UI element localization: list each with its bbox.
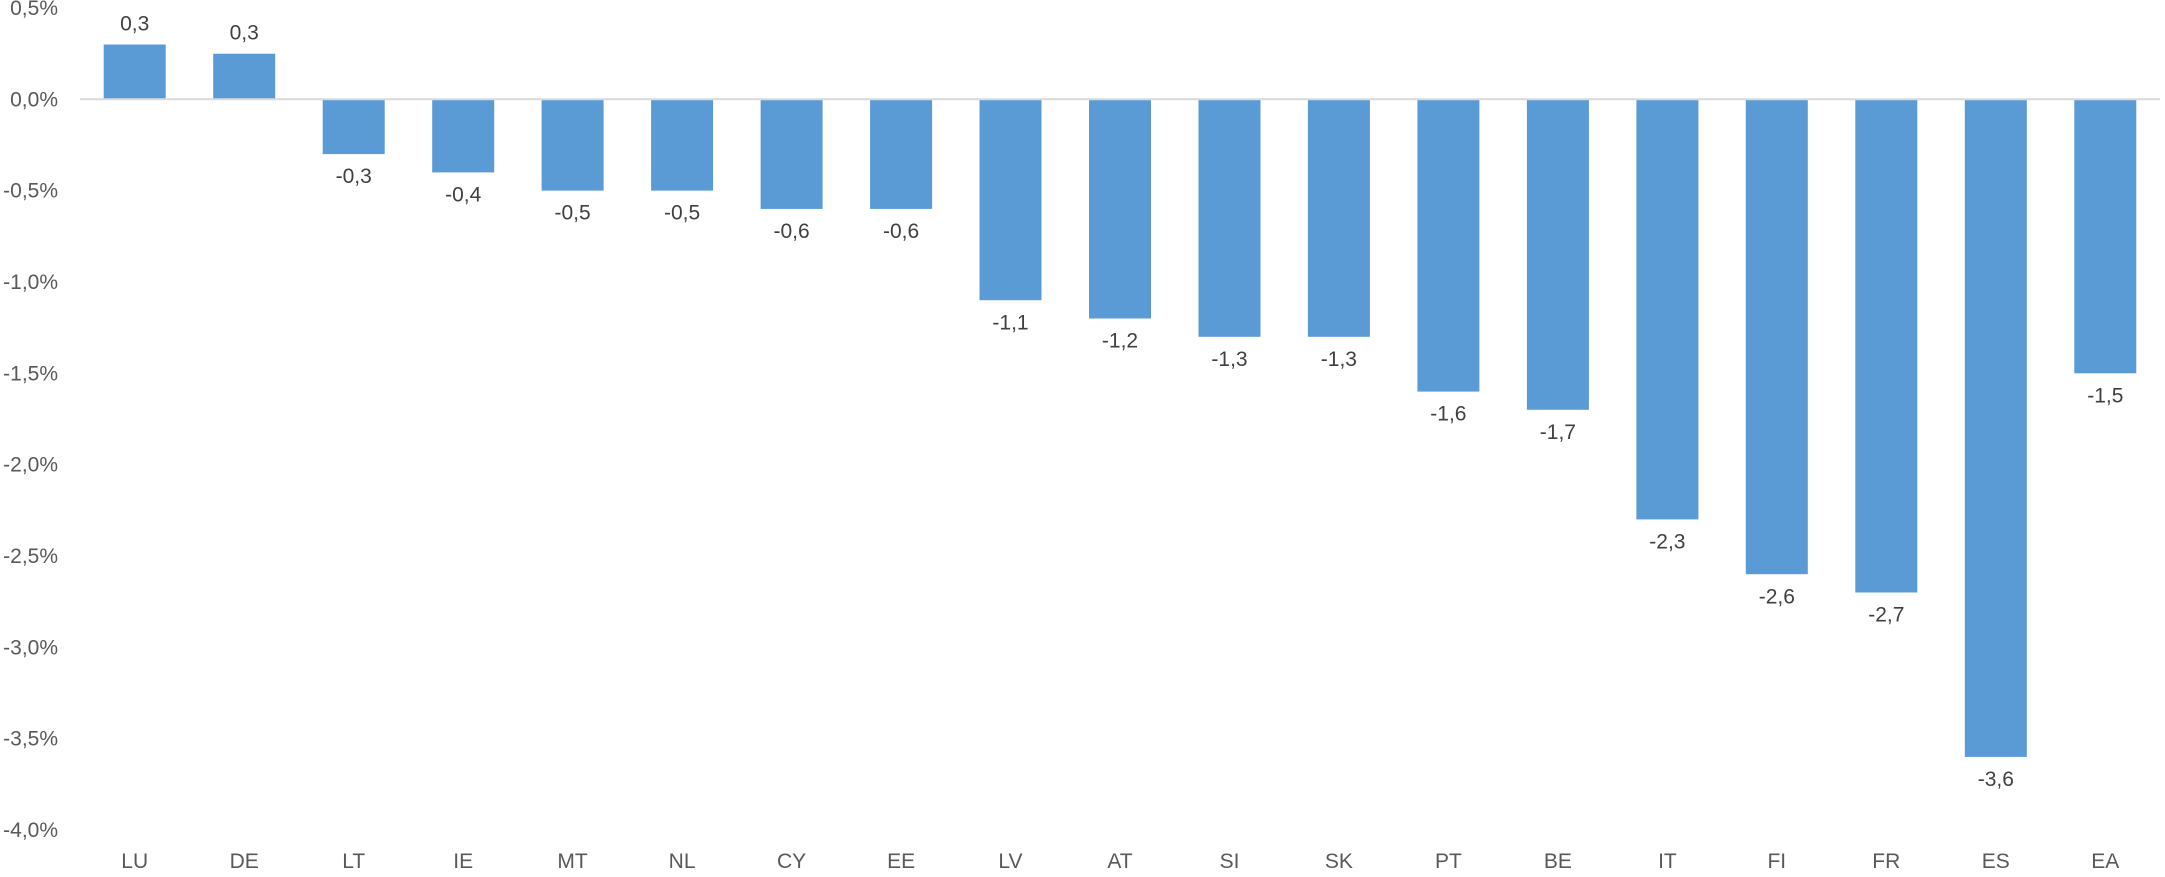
x-axis-category-labels: LU DE LT IE MT NL CY EE LV AT SI SK PT BE IT FI FR ES EA	[121, 850, 2119, 873]
category-label-fr: FR	[1872, 850, 1900, 873]
data-label-be: -1,7	[1540, 421, 1576, 444]
bar-de	[213, 53, 276, 100]
data-label-ie: -0,4	[445, 183, 482, 206]
data-label-nl: -0,5	[664, 202, 700, 225]
bar-lv	[979, 99, 1042, 301]
bar-lu	[103, 44, 166, 100]
category-label-pt: PT	[1435, 850, 1462, 873]
category-label-si: SI	[1220, 850, 1240, 873]
category-label-nl: NL	[669, 850, 696, 873]
data-label-fi: -2,6	[1759, 585, 1795, 608]
category-label-be: BE	[1544, 850, 1572, 873]
bar-at	[1089, 99, 1151, 319]
bar-sk	[1307, 99, 1370, 337]
category-label-de: DE	[230, 850, 259, 873]
bar-pt	[1417, 99, 1480, 392]
bar-nl	[651, 99, 714, 191]
bar-es	[1964, 99, 2027, 757]
bar-ea	[2074, 99, 2137, 374]
category-label-cy: CY	[777, 850, 806, 873]
data-label-ee: -0,6	[883, 220, 919, 243]
bar-fr	[1855, 99, 1918, 593]
data-label-lt: -0,3	[336, 165, 372, 188]
bar-ie	[432, 99, 495, 173]
y-tick-label: -2,0%	[3, 454, 58, 477]
data-label-ea: -1,5	[2087, 384, 2123, 407]
data-label-cy: -0,6	[774, 220, 810, 243]
bar-cy	[760, 99, 823, 209]
bar-mt	[541, 99, 604, 191]
bar-it	[1636, 99, 1699, 520]
category-label-fi: FI	[1767, 850, 1786, 873]
category-label-ie: IE	[453, 850, 473, 873]
y-tick-label: -1,5%	[3, 362, 58, 385]
category-label-ee: EE	[887, 850, 915, 873]
y-tick-label: -4,0%	[3, 819, 58, 842]
bar-ee	[870, 99, 933, 209]
data-label-si: -1,3	[1211, 348, 1247, 371]
category-label-it: IT	[1658, 850, 1677, 873]
data-label-lu: 0,3	[120, 13, 149, 36]
category-label-mt: MT	[557, 850, 587, 873]
bar-be	[1526, 99, 1589, 410]
y-tick-label: 0,5%	[10, 0, 58, 20]
data-label-it: -2,3	[1649, 531, 1685, 554]
data-labels: 0,3 0,3 -0,3 -0,4 -0,5 -0,5 -0,6 -0,6 -1,1 -1,2 -1…	[120, 13, 2123, 791]
category-label-lt: LT	[342, 850, 365, 873]
data-label-lv: -1,1	[992, 311, 1028, 334]
category-label-sk: SK	[1325, 850, 1353, 873]
bar-fi	[1745, 99, 1808, 575]
category-label-at: AT	[1107, 850, 1132, 873]
y-axis-tick-labels: 0,5% 0,0% -0,5% -1,0% -1,5% -2,0% -2,5% -3,0% -3…	[3, 0, 58, 842]
data-label-mt: -0,5	[555, 202, 591, 225]
data-label-de: 0,3	[230, 22, 259, 45]
bar-lt	[322, 99, 385, 155]
data-label-fr: -2,7	[1868, 604, 1904, 627]
data-label-es: -3,6	[1978, 768, 2014, 791]
y-tick-label: -3,5%	[3, 728, 58, 751]
data-label-pt: -1,6	[1430, 403, 1466, 426]
y-tick-label: -1,0%	[3, 271, 58, 294]
category-label-lv: LV	[998, 850, 1022, 873]
category-label-ea: EA	[2091, 850, 2119, 873]
data-label-sk: -1,3	[1321, 348, 1357, 371]
y-tick-label: -0,5%	[3, 180, 58, 203]
data-label-at: -1,2	[1102, 330, 1138, 353]
bars-layer	[103, 44, 2137, 757]
y-tick-label: -3,0%	[3, 636, 58, 659]
y-tick-label: 0,0%	[10, 88, 58, 111]
category-label-es: ES	[1982, 850, 2010, 873]
y-tick-label: -2,5%	[3, 545, 58, 568]
category-label-lu: LU	[121, 850, 148, 873]
bar-si	[1198, 99, 1261, 337]
